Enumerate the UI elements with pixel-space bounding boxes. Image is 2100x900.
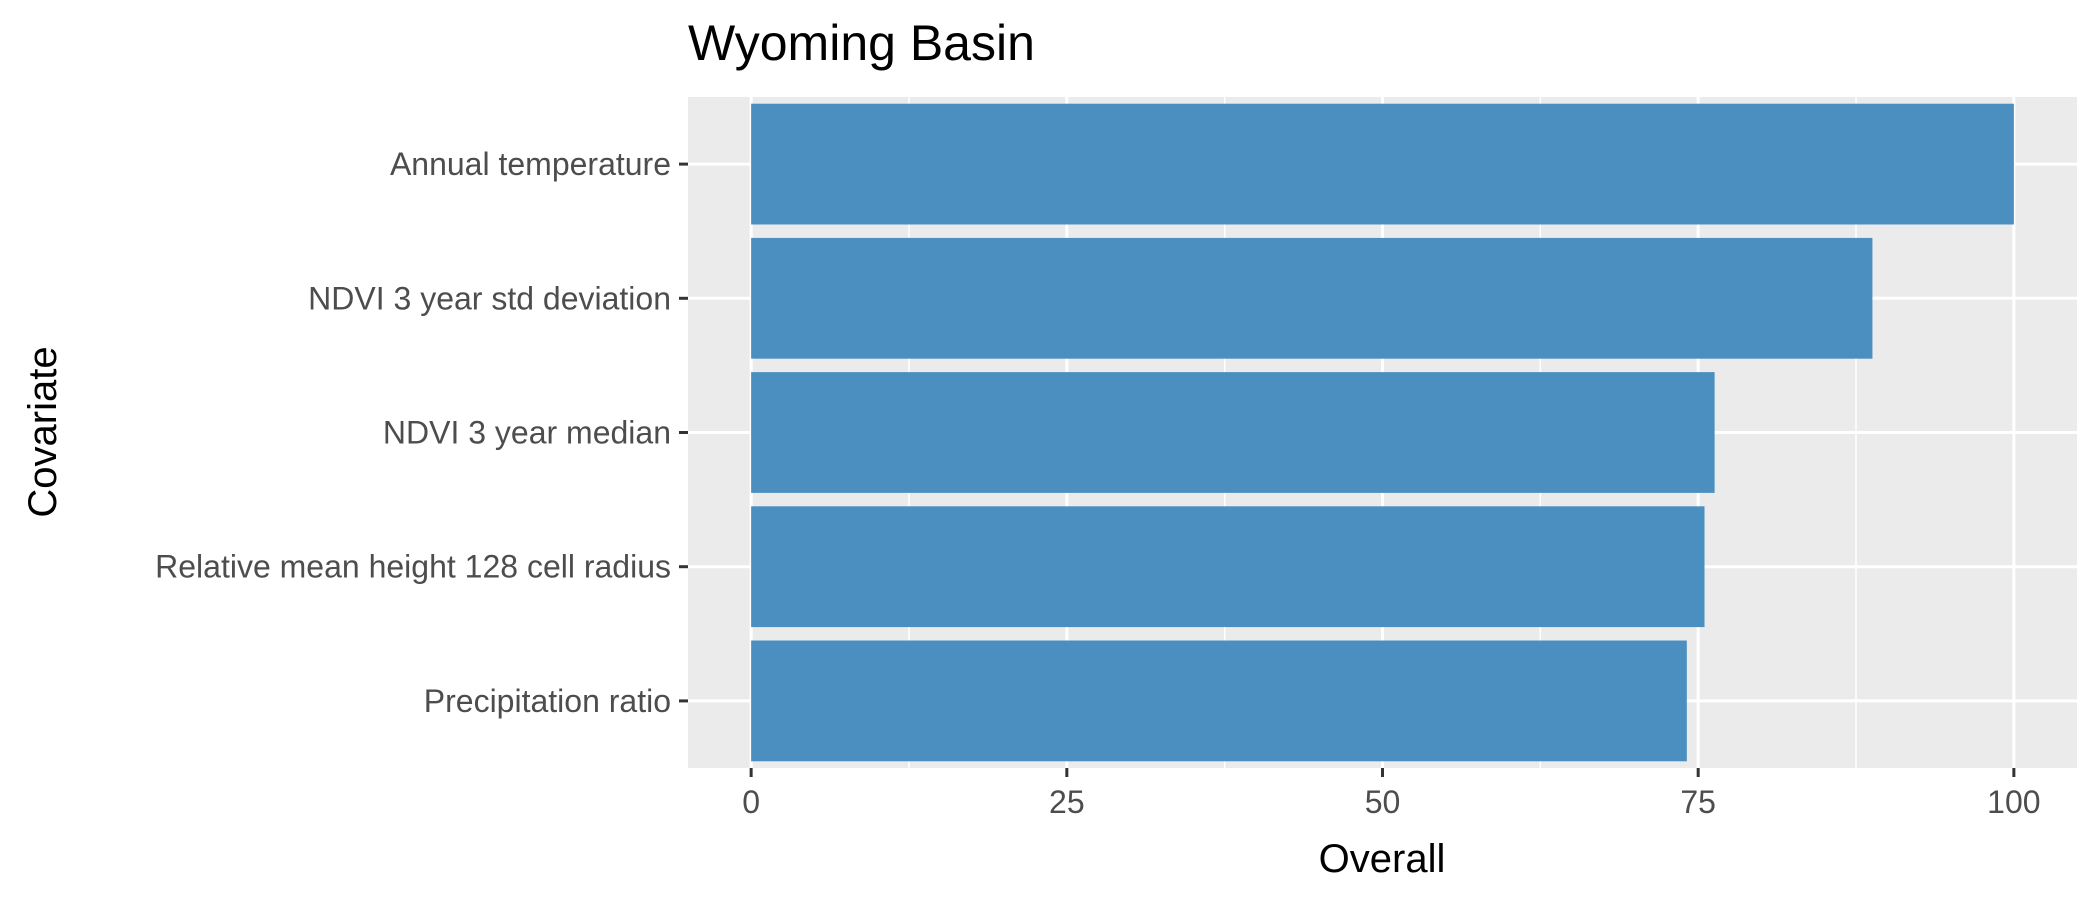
x-tick-label: 25 [1049, 784, 1085, 820]
bar [751, 506, 1705, 628]
bars [751, 103, 2014, 762]
y-tick-label: Annual temperature [390, 146, 671, 182]
x-tick-label: 0 [742, 784, 760, 820]
y-tick-label: Relative mean height 128 cell radius [155, 549, 671, 585]
y-axis: Annual temperature NDVI 3 year std deviat… [155, 146, 688, 719]
bar [751, 372, 1715, 493]
y-tick-label: NDVI 3 year std deviation [308, 280, 671, 316]
bar [751, 640, 1687, 762]
x-tick-label: 75 [1680, 784, 1716, 820]
bar [751, 103, 2014, 225]
y-tick-label: Precipitation ratio [424, 683, 671, 719]
y-tick-label: NDVI 3 year median [383, 415, 671, 451]
x-tick-label: 100 [1987, 784, 2040, 820]
bar [751, 237, 1873, 359]
x-tick-label: 50 [1365, 784, 1401, 820]
x-axis: 0 25 50 75 100 [742, 768, 2041, 820]
y-axis-title: Covariate [21, 346, 65, 517]
x-axis-title: Overall [1319, 837, 1446, 881]
chart-title: Wyoming Basin [688, 15, 1035, 71]
